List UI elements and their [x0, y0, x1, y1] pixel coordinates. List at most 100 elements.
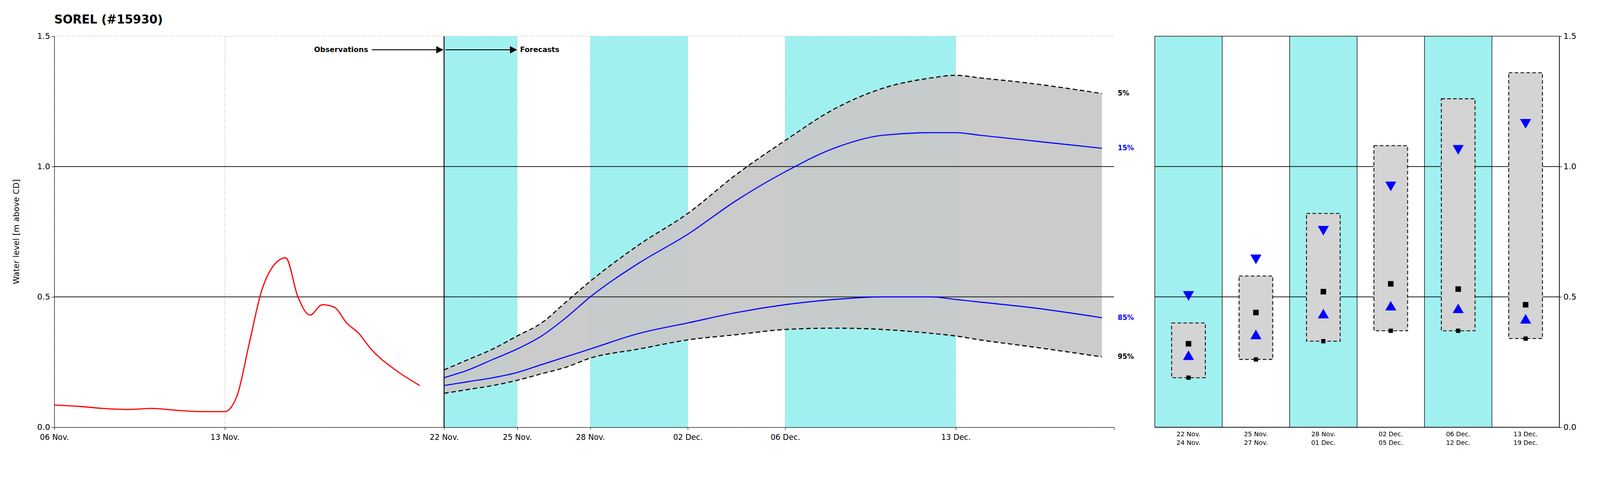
grid-line — [443, 36, 445, 427]
band — [1357, 36, 1425, 427]
band — [1424, 36, 1492, 427]
marker-p95 — [1253, 356, 1258, 361]
tick: 0.5 — [1559, 291, 1577, 302]
marker-p95 — [1523, 335, 1528, 340]
x-axis: 22 Nov.24 Nov. 25 Nov.27 Nov. 28 Nov.01 De… — [1155, 426, 1560, 446]
series-label: 15% — [1117, 143, 1134, 152]
tick: 1.0 — [1559, 161, 1577, 171]
marker-p15 — [1317, 225, 1330, 236]
axis-line — [51, 36, 55, 428]
axis-line — [1559, 36, 1563, 428]
tick: 06 Dec.12 Dec. — [1445, 426, 1471, 446]
series-label: 85% — [1117, 313, 1134, 322]
marker-p15 — [1519, 118, 1532, 129]
tick: 06 Dec. — [770, 426, 801, 442]
tick-label: 13 Dec. — [941, 432, 971, 442]
divider — [1289, 36, 1290, 427]
box — [1441, 98, 1476, 331]
divider — [1424, 36, 1425, 427]
grid-line — [54, 296, 1114, 298]
tick-mark — [590, 426, 591, 430]
marker-p95 — [1321, 338, 1326, 343]
marker-p85 — [1385, 300, 1397, 311]
tick: 13 Nov. — [210, 426, 240, 442]
marker-median — [1253, 309, 1259, 315]
reference-line — [1154, 296, 1560, 297]
marker-p95 — [1456, 328, 1461, 333]
tick-label: 06 Dec. — [770, 432, 801, 442]
tick: 1.0 — [37, 161, 55, 171]
y-axis: 0.0 0.5 1.0 1.5 — [37, 31, 55, 432]
tick: 1.5 — [37, 31, 55, 41]
tick: 13 Dec. — [941, 426, 971, 442]
marker-p85 — [1317, 308, 1330, 318]
tick: 1.5 — [1559, 31, 1577, 41]
tick-mark — [51, 426, 55, 428]
axis-line — [1155, 426, 1560, 428]
tick-mark — [785, 426, 786, 430]
box — [1306, 213, 1341, 341]
tick-mark — [1559, 36, 1563, 37]
tick: 0.5 — [37, 291, 55, 302]
tick: 02 Dec. — [673, 426, 703, 442]
series-line — [443, 327, 1102, 393]
annotation-arrow — [371, 49, 443, 51]
band — [1289, 36, 1357, 427]
marker-p85 — [1519, 313, 1532, 324]
band — [1491, 36, 1560, 427]
box-panel: 22 Nov.24 Nov. 25 Nov.27 Nov. 28 Nov.01 De… — [1154, 31, 1577, 446]
tick: 22 Nov. — [429, 426, 459, 442]
tick-label: 22 Nov.24 Nov. — [1176, 429, 1201, 447]
axis-line — [54, 427, 1115, 430]
tick-label: 25 Nov.27 Nov. — [1243, 429, 1268, 447]
marker-median — [1522, 301, 1529, 307]
tick: 25 Nov.27 Nov. — [1243, 426, 1268, 446]
marker-p15 — [1452, 145, 1464, 155]
marker-median — [1185, 340, 1192, 347]
marker-p15 — [1385, 181, 1397, 191]
marker-p15 — [1183, 290, 1195, 301]
tick-mark — [517, 426, 518, 430]
tick-label: 06 Dec.12 Dec. — [1445, 429, 1471, 447]
marker-p85 — [1452, 303, 1464, 313]
tick-label: 1.5 — [37, 31, 51, 41]
series-line — [443, 296, 1102, 386]
grid-line — [1154, 296, 1560, 298]
series-label: 5% — [1117, 89, 1129, 98]
tick-label: 0.5 — [1563, 291, 1577, 302]
annotation: Forecasts — [519, 45, 560, 54]
annotation: Observations — [314, 45, 369, 54]
tick-label: 1.0 — [1563, 161, 1577, 171]
tick: 28 Nov. — [575, 426, 605, 442]
chart: 06 Nov.13 Nov.22 Nov.25 Nov.28 Nov.02 De… — [0, 0, 1600, 477]
divider — [1222, 36, 1223, 427]
box — [1373, 145, 1408, 331]
reference-line — [54, 296, 1114, 297]
tick-label: 02 Dec. — [673, 432, 703, 442]
tick-label: 13 Dec.19 Dec. — [1513, 429, 1539, 447]
marker-p95 — [1388, 328, 1393, 333]
tick-mark — [1559, 166, 1563, 167]
tick-mark — [51, 296, 55, 298]
tick-mark — [687, 426, 689, 430]
grid-line — [224, 36, 226, 427]
tick-mark — [1559, 426, 1563, 428]
marker-median — [1320, 288, 1327, 294]
tick: 22 Nov.24 Nov. — [1176, 426, 1201, 446]
box — [1508, 72, 1543, 339]
tick: 0.0 — [37, 421, 55, 432]
series-label: 95% — [1117, 352, 1134, 361]
tick-label: 0.0 — [1563, 421, 1577, 432]
divider — [1491, 36, 1492, 427]
tick: 13 Dec.19 Dec. — [1513, 426, 1539, 446]
tick-label: 28 Nov.01 Dec. — [1311, 429, 1336, 447]
band — [1222, 36, 1290, 427]
x-axis: 06 Nov.13 Nov.22 Nov.25 Nov.28 Nov.02 De… — [39, 426, 1114, 442]
box — [1171, 322, 1206, 378]
reference-line — [54, 165, 1114, 167]
marker-p95 — [1186, 375, 1191, 380]
marker-p15 — [1250, 254, 1262, 265]
marker-median — [1455, 286, 1461, 292]
tick: 02 Dec.05 Dec. — [1378, 426, 1403, 446]
axis-title: Water level [m above CD] — [11, 179, 21, 284]
